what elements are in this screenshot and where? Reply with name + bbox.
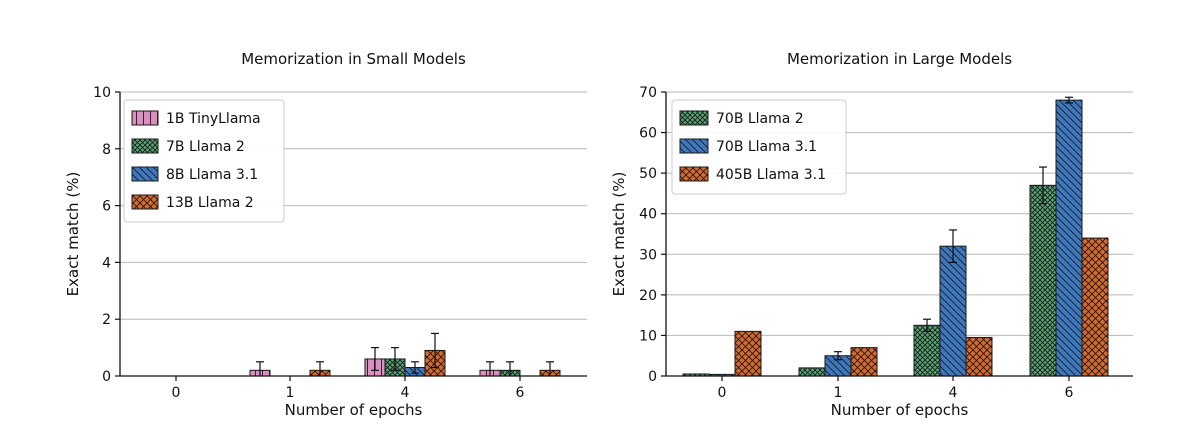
x-tick-label: 6: [1065, 385, 1074, 401]
x-tick-label: 1: [286, 385, 295, 401]
legend-frame: [671, 99, 847, 195]
y-tick-label: 60: [639, 126, 657, 142]
legend-label: 7B Llama 2: [166, 139, 245, 155]
small-models-panel: 0 2 4 6 8 10 0 1 4 6 Memorization in Small Models N…: [64, 50, 587, 419]
y-tick-label: 6: [102, 199, 111, 215]
bar: [1081, 237, 1109, 377]
bar: [939, 245, 967, 377]
x-tick-label: 6: [516, 385, 525, 401]
y-tick-label: 20: [639, 288, 657, 304]
legend-swatch: [679, 138, 709, 154]
y-tick-label: 30: [639, 247, 657, 263]
bar: [798, 367, 826, 377]
legend: 1B TinyLlama 7B Llama 2 8B Llama 3.1 13B Ll…: [123, 99, 285, 223]
bar: [965, 336, 993, 377]
y-tick-label: 70: [639, 85, 657, 101]
legend-label: 13B Llama 2: [166, 195, 254, 211]
legend-swatch: [679, 166, 709, 182]
legend-swatch: [131, 166, 159, 182]
legend-swatch: [131, 138, 159, 154]
legend-swatch: [131, 194, 159, 210]
bar: [1029, 184, 1057, 377]
y-tick-label: 0: [648, 369, 657, 385]
y-tick-label: 50: [639, 166, 657, 182]
x-tick-label: 0: [718, 385, 727, 401]
legend-frame: [123, 99, 285, 223]
legend: 70B Llama 2 70B Llama 3.1 405B Llama 3.1: [671, 99, 847, 195]
y-axis-label: Exact match (%): [64, 172, 82, 297]
legend-label: 8B Llama 3.1: [166, 167, 258, 183]
large-models-panel: 0 10 20 30 40 50 60 70 0 1 4 6 Memorization in Large…: [610, 50, 1133, 419]
y-tick-label: 40: [639, 207, 657, 223]
x-tick-label: 4: [401, 385, 410, 401]
x-axis-label: Number of epochs: [831, 401, 969, 419]
x-tick-label: 4: [949, 385, 958, 401]
chart-title: Memorization in Large Models: [787, 50, 1012, 68]
legend-label: 70B Llama 2: [716, 111, 804, 127]
y-tick-label: 2: [102, 312, 111, 328]
y-tick-label: 8: [102, 142, 111, 158]
y-tick-label: 4: [102, 255, 111, 271]
y-axis-label: Exact match (%): [610, 172, 628, 297]
y-tick-label: 10: [639, 328, 657, 344]
bar: [734, 330, 762, 377]
bar: [1055, 99, 1083, 377]
y-tick-label: 10: [93, 85, 111, 101]
chart-title: Memorization in Small Models: [241, 50, 466, 68]
legend-label: 70B Llama 3.1: [716, 139, 817, 155]
legend-label: 405B Llama 3.1: [716, 167, 826, 183]
x-axis-label: Number of epochs: [285, 401, 423, 419]
legend-swatch: [679, 110, 709, 126]
legend-label: 1B TinyLlama: [166, 111, 261, 127]
x-tick-label: 0: [172, 385, 181, 401]
bar: [913, 324, 941, 377]
bar: [850, 347, 878, 377]
y-tick-label: 0: [102, 369, 111, 385]
legend-swatch: [131, 110, 159, 126]
x-tick-label: 1: [834, 385, 843, 401]
